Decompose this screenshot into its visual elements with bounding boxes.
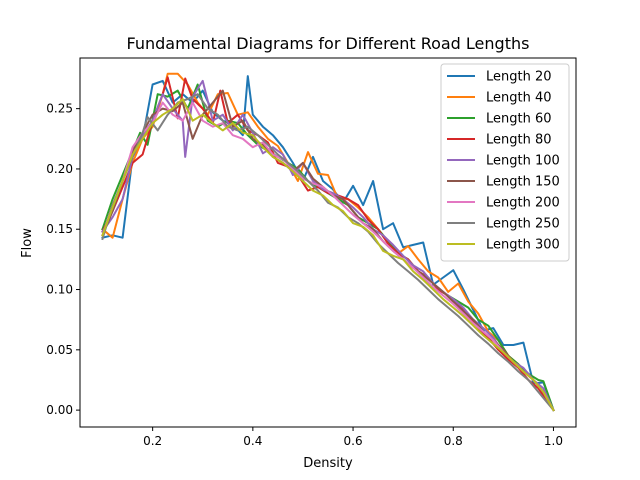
x-axis-label: Density xyxy=(303,456,353,471)
legend-label: Length 250 xyxy=(486,217,560,232)
series-line-length-300 xyxy=(101,98,555,412)
legend-label: Length 60 xyxy=(486,112,552,127)
legend-label: Length 100 xyxy=(486,154,560,169)
legend-label: Length 200 xyxy=(486,196,560,211)
legend-label: Length 150 xyxy=(486,175,560,190)
y-tick-label: 0.15 xyxy=(46,222,73,236)
y-tick-label: 0.00 xyxy=(46,403,73,417)
y-tick-label: 0.10 xyxy=(46,283,73,297)
axes-frame xyxy=(79,57,577,428)
x-tick-label: 0.8 xyxy=(444,434,463,448)
x-tick-label: 0.6 xyxy=(344,434,363,448)
legend-label: Length 300 xyxy=(486,238,560,253)
chart-title: Fundamental Diagrams for Different Road … xyxy=(127,34,530,53)
series-line-length-40 xyxy=(101,72,555,412)
y-tick-label: 0.05 xyxy=(46,343,73,357)
legend-label: Length 20 xyxy=(486,70,552,85)
axis-ticks: 0.2 0.4 0.6 0.8 1.0 0.00 0.05 0.10 0.15 0.20 0.25 xyxy=(46,102,563,448)
series-line-length-80 xyxy=(101,76,555,412)
legend-label: Length 80 xyxy=(486,133,552,148)
y-tick-label: 0.20 xyxy=(46,162,73,176)
x-tick-label: 0.4 xyxy=(243,434,262,448)
y-tick-label: 0.25 xyxy=(46,102,73,116)
x-tick-label: 0.2 xyxy=(143,434,162,448)
series-line-length-200 xyxy=(101,101,555,412)
plot-area xyxy=(101,72,555,412)
x-tick-label: 1.0 xyxy=(544,434,563,448)
legend-box xyxy=(440,63,570,262)
y-axis-label: Flow xyxy=(20,228,35,258)
legend-label: Length 40 xyxy=(486,91,552,106)
legend: Length 20 Length 40 Length 60 Length 80 Leng… xyxy=(440,63,570,262)
